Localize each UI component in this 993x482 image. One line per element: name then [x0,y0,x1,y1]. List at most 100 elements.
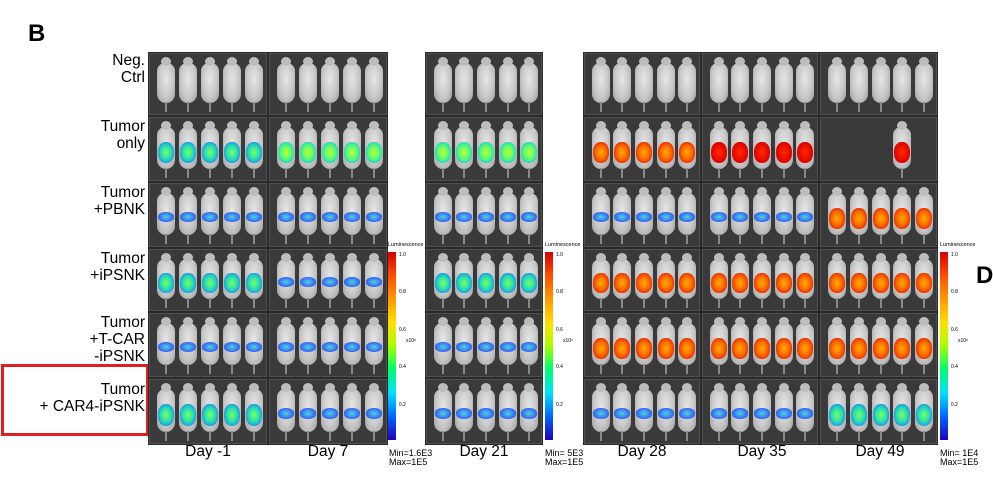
bioluminescence-signal [710,211,727,223]
mouse-image [179,121,197,178]
mouse-image [635,317,653,374]
bioluminescence-signal [202,341,218,353]
bioluminescence-signal [850,273,867,293]
bioluminescence-signal [732,273,749,293]
mouse-image [915,253,934,308]
bioluminescence-signal [732,408,749,420]
day-label-35: Day 35 [737,443,787,460]
mouse-image [893,253,912,308]
mouse-image [827,187,846,244]
bioluminescence-signal [366,277,382,287]
bioluminescence-signal [657,141,674,163]
mouse-image [277,187,295,244]
mouse-image [893,317,912,374]
mouse-image [223,187,241,244]
bioluminescence-signal [246,211,262,223]
mouse-image [477,317,495,374]
mouse-image [455,57,474,112]
bioluminescence-signal [828,337,845,359]
mouse-image [871,57,890,112]
bioluminescence-signal [732,141,749,163]
mouse-image [157,253,175,308]
mouse-image [849,253,868,308]
bioluminescence-signal [710,141,727,163]
mouse-image [321,253,339,308]
bioluminescence-signal [246,273,262,293]
mouse-image [796,121,815,178]
bioluminescence-signal [775,211,792,223]
bioluminescence-signal [278,408,294,420]
bioluminescence-signal [754,211,770,223]
imaging-cell [820,53,937,115]
mouse-image [635,383,653,441]
color-scale-bar [940,252,948,440]
bioluminescence-signal [710,273,727,293]
luminescence-scale-2: Luminescence 1.0 0.8 0.6 0.4 0.2 x10⁵ [545,242,591,442]
mouse-image [796,57,815,112]
imaging-cell [820,379,937,444]
bioluminescence-signal [322,141,338,163]
bioluminescence-signal [499,408,516,420]
mouse-image [433,121,452,178]
imaging-cell [702,117,818,181]
bioluminescence-signal [521,211,538,223]
mouse-image [455,383,474,441]
mouse-image [656,383,675,441]
bioluminescence-signal [499,211,516,223]
bioluminescence-signal [614,408,631,420]
mouse-image [709,121,728,178]
minmax-1: Min=1.6E3 Max=1E5 [389,448,433,467]
bioluminescence-signal [872,207,889,229]
bioluminescence-signal [775,273,792,293]
imaging-cell [269,53,387,115]
mouse-image [433,253,452,308]
mouse-image [498,253,517,308]
mouse-image [157,383,175,441]
panel-letter-b: B [28,20,46,47]
mouse-image [796,187,815,244]
mouse-image [871,187,890,244]
bioluminescence-signal [916,273,933,293]
mouse-image [477,187,495,244]
bioluminescence-signal [710,337,727,359]
mouse-image [277,57,295,112]
bioluminescence-signal [872,404,889,426]
mouse-image [520,121,539,178]
mouse-image [774,57,793,112]
bioluminescence-signal [636,141,652,163]
bioluminescence-signal [916,337,933,359]
bioluminescence-signal [456,341,473,353]
mouse-image [893,383,912,441]
day-label-49: Day 49 [855,443,905,460]
bioluminescence-signal [322,408,338,420]
imaging-cell [820,313,937,377]
bioluminescence-signal [828,404,845,426]
imaging-cell [584,117,700,181]
bioluminescence-signal [872,337,889,359]
mouse-image [498,383,517,441]
bioluminescence-signal [657,211,674,223]
bioluminescence-signal [775,141,792,163]
imaging-cell [584,249,700,311]
mouse-image [635,253,653,308]
bioluminescence-signal [828,273,845,293]
bioluminescence-signal [322,211,338,223]
mouse-image [343,187,361,244]
bioluminescence-signal [344,277,360,287]
bioluminescence-signal [614,211,631,223]
mouse-image [245,253,263,308]
bioluminescence-signal [434,341,451,353]
bioluminescence-signal [775,408,792,420]
bioluminescence-signal [850,207,867,229]
bioluminescence-signal [657,337,674,359]
mouse-image [343,383,361,441]
mouse-image [591,253,610,308]
bioluminescence-signal [797,273,814,293]
bioluminescence-signal [592,337,609,359]
bioluminescence-signal [894,207,911,229]
mouse-image [796,383,815,441]
bioluminescence-signal [300,408,316,420]
mouse-image [753,121,771,178]
mouse-image [656,121,675,178]
mouse-image [613,57,632,112]
